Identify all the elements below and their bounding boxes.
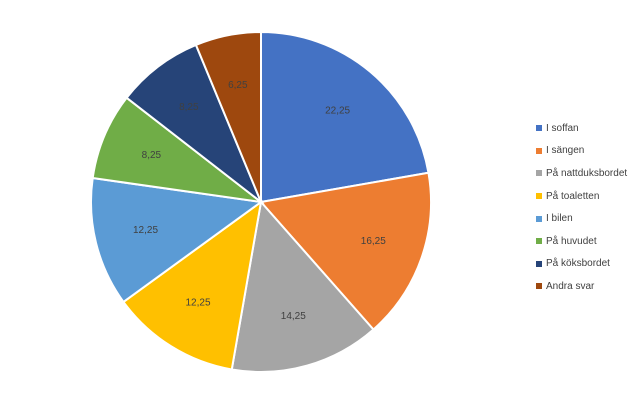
legend-item-pa-koksbordet: På köksbordet: [536, 253, 627, 276]
legend-item-i-sangen: I sängen: [536, 140, 627, 163]
legend-label: På köksbordet: [546, 258, 610, 270]
legend-label: I sängen: [546, 145, 585, 157]
data-label-i-bilen: 12,25: [133, 225, 158, 236]
data-label-pa-nattduksbordet: 14,25: [281, 311, 306, 322]
data-label-andra-svar: 6,25: [228, 80, 248, 91]
legend-item-pa-toaletten: På toaletten: [536, 185, 627, 208]
legend-label: Andra svar: [546, 280, 595, 292]
pie-slice-i-bilen: [90, 176, 264, 304]
legend-item-pa-huvudet: På huvudet: [536, 230, 627, 253]
legend-item-i-bilen: I bilen: [536, 207, 627, 230]
pie-slice-pa-koksbordet: [125, 43, 264, 206]
legend-item-pa-nattduksbordet: På nattduksbordet: [536, 162, 627, 185]
legend-label: På toaletten: [546, 190, 600, 202]
legend-item-andra-svar: Andra svar: [536, 275, 627, 298]
pie-slice-andra-svar: [194, 30, 262, 203]
legend-label: I bilen: [546, 213, 573, 225]
pie-slice-pa-huvudet: [91, 96, 265, 204]
data-label-pa-koksbordet: 8,25: [179, 102, 199, 113]
legend-swatch: [536, 193, 542, 200]
pie-slice-pa-nattduksbordet: [230, 199, 375, 373]
legend-label: På huvudet: [546, 235, 597, 247]
pie-slice-i-soffan: [260, 30, 430, 204]
pie-data-labels: 22,25 16,25 14,25 12,25 12,25 8,25 8,25 6,25: [133, 80, 386, 322]
data-label-pa-huvudet: 8,25: [142, 150, 162, 161]
pie-slice-pa-toaletten: [122, 199, 263, 371]
legend-swatch: [536, 260, 542, 267]
legend-swatch: [536, 283, 542, 290]
data-label-i-soffan: 22,25: [325, 105, 350, 116]
legend-swatch: [536, 147, 542, 154]
legend-label: I soffan: [546, 122, 579, 134]
data-label-i-sangen: 16,25: [361, 236, 386, 247]
pie-slices: [90, 30, 432, 373]
legend-swatch: [536, 170, 542, 177]
legend-swatch: [536, 215, 542, 222]
pie-slice-i-sangen: [259, 171, 432, 331]
legend-label: På nattduksbordet: [546, 167, 628, 179]
chart-legend: I soffan I sängen På nattduksbordet På toal…: [536, 117, 627, 298]
legend-swatch: [536, 238, 542, 245]
legend-item-i-soffan: I soffan: [536, 117, 627, 140]
legend-swatch: [536, 125, 542, 132]
data-label-pa-toaletten: 12,25: [185, 298, 210, 309]
